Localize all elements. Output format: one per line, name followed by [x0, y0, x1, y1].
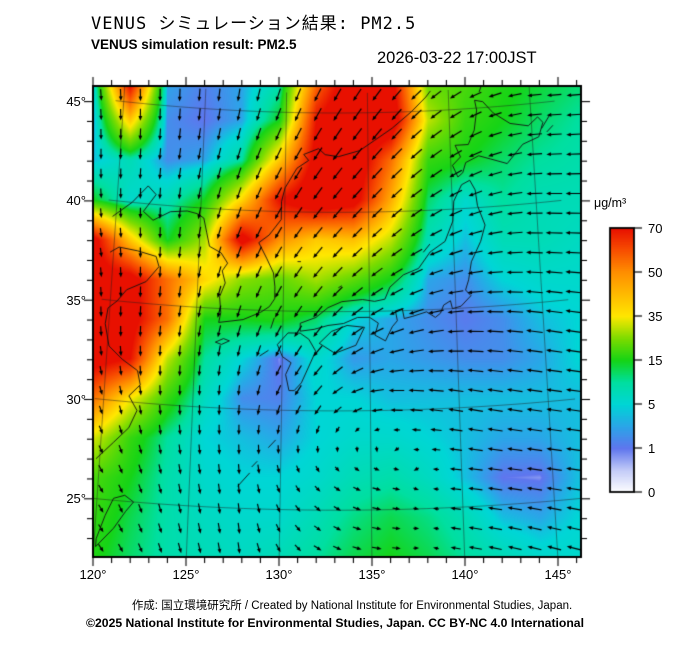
lon-tick-label: 145°: [544, 567, 572, 582]
timestamp: 2026-03-22 17:00JST: [377, 49, 537, 67]
lon-tick-label: 120°: [79, 567, 107, 582]
colorbar-tick-label: 1: [648, 441, 656, 456]
lat-tick-label: 30°: [66, 391, 86, 407]
colorbar-tick-label: 15: [648, 353, 663, 368]
page-title-english: VENUS simulation result: PM2.5: [91, 37, 297, 52]
lon-tick-label: 135°: [358, 567, 386, 582]
colorbar-tick-label: 35: [648, 309, 663, 324]
lon-tick-label: 140°: [451, 567, 479, 582]
lat-tick-label: 25°: [66, 491, 86, 507]
lat-tick-label: 45°: [66, 94, 86, 109]
colorbar-tick-label: 0: [648, 485, 656, 500]
lat-tick-label: 40°: [66, 193, 86, 209]
credit-line: 作成: 国立環境研究所 / Created by National Instit…: [131, 600, 573, 612]
colorbar-tick-label: 50: [648, 265, 663, 280]
lon-tick-label: 125°: [172, 567, 200, 582]
colorbar-tick-label: 5: [648, 397, 656, 412]
colorbar-unit-label: μg/m³: [594, 196, 627, 210]
lon-tick-label: 130°: [265, 567, 293, 582]
page-title-japanese: VENUS シミュレーション結果: PM2.5: [91, 14, 417, 34]
colorbar-tick-label: 70: [648, 221, 663, 236]
lat-tick-label: 35°: [66, 292, 86, 308]
license-line: ©2025 National Institute for Environment…: [86, 616, 584, 630]
